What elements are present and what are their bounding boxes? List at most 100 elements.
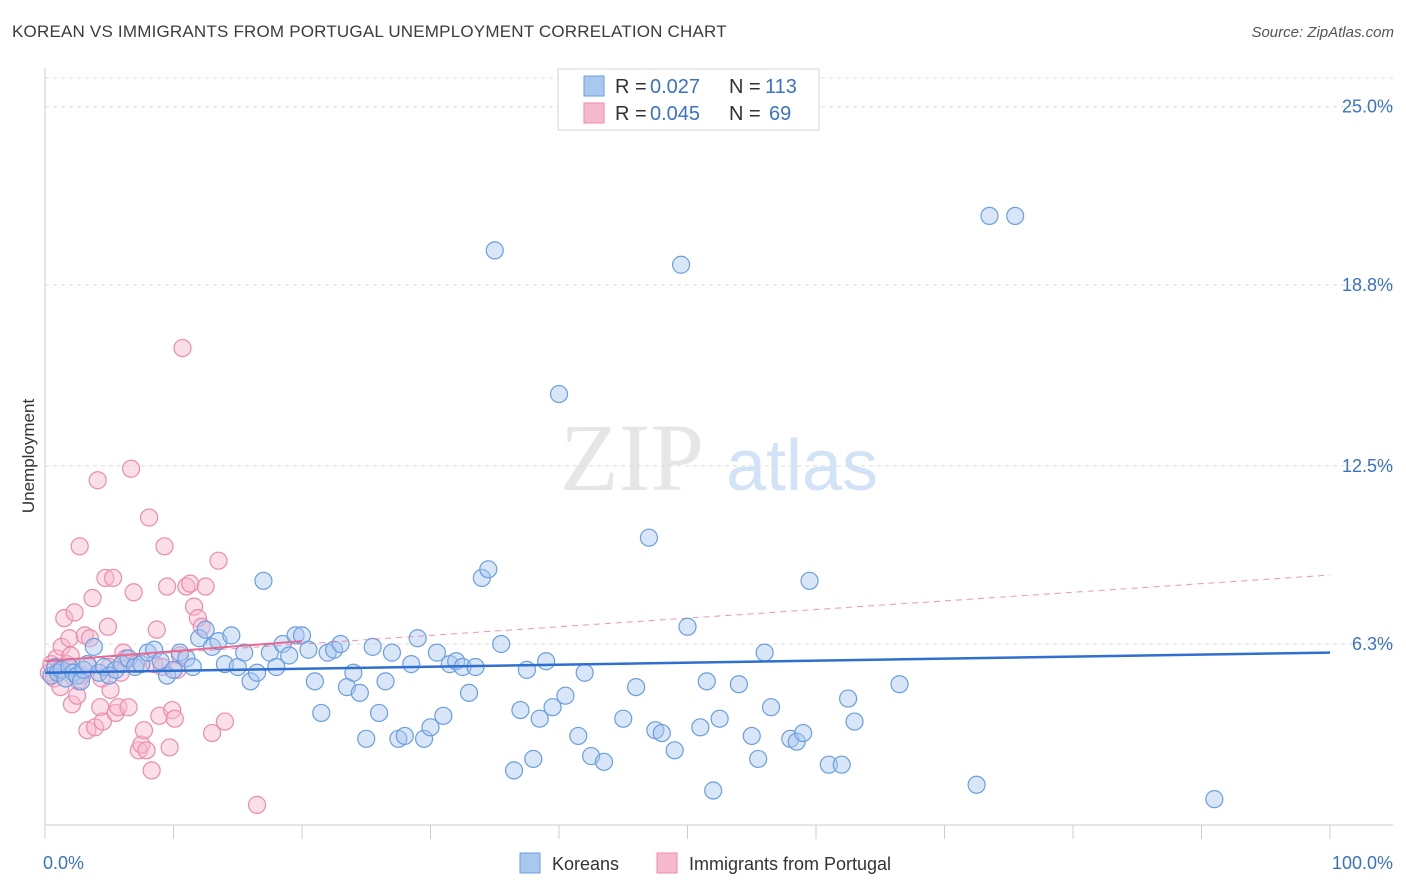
korean-point [729, 675, 749, 694]
legend-r-value-2: 0.045 [650, 103, 700, 125]
korean-point [832, 755, 851, 774]
source-label: Source: ZipAtlas.com [1251, 24, 1394, 41]
korean-point [350, 683, 369, 702]
korean-point [376, 672, 395, 691]
korean-point [408, 629, 427, 648]
korean-point [254, 571, 273, 590]
bottom-legend-swatch-portugal [656, 852, 678, 874]
portugal-point [124, 583, 143, 602]
portugal-point [202, 723, 222, 743]
korean-point [1205, 790, 1224, 809]
korean-point [761, 698, 781, 717]
korean-point [1006, 206, 1025, 226]
korean-point [556, 686, 575, 705]
portugal-point [104, 568, 123, 588]
portugal-point [96, 568, 115, 588]
korean-point [671, 255, 691, 274]
korean-point [459, 683, 479, 702]
portugal-point [155, 537, 174, 556]
legend-swatch-koreans [583, 75, 605, 97]
portugal-point [209, 551, 228, 570]
korean-point [504, 761, 524, 780]
korean-point [382, 643, 402, 662]
korean-point [434, 706, 453, 725]
korean-point [678, 617, 697, 636]
chart-title: KOREAN VS IMMIGRANTS FROM PORTUGAL UNEMP… [12, 22, 727, 41]
korean-point [839, 689, 858, 708]
korean-point [980, 206, 999, 226]
portugal-point [142, 761, 161, 780]
trend-lines [44, 574, 1331, 674]
portugal-point [65, 603, 84, 622]
korean-point [742, 726, 761, 746]
portugal-point [93, 712, 112, 731]
korean-point [749, 749, 768, 769]
legend-n-label-2: N = [729, 103, 761, 125]
korean-point [697, 672, 716, 691]
gridlines [45, 77, 1393, 645]
portugal-point [165, 709, 184, 728]
x-tick-label: 0.0% [43, 853, 84, 873]
korean-point [196, 620, 215, 639]
x-tick-label: 100.0% [1332, 853, 1393, 873]
korean-point [222, 626, 241, 645]
series-portugal-points [39, 338, 267, 814]
korean-point [652, 723, 671, 743]
portugal-point [88, 471, 107, 490]
korean-point [235, 643, 254, 662]
portugal-point [147, 620, 166, 639]
korean-point [479, 560, 498, 579]
bottom-legend-portugal: Immigrants from Portugal [689, 854, 891, 874]
korean-point [665, 741, 684, 760]
bottom-legend-koreans: Koreans [552, 854, 619, 874]
portugal-point [247, 795, 267, 814]
bottom-legend: Koreans Immigrants from Portugal [519, 852, 891, 874]
y-axis-title: Unemployment [19, 399, 38, 514]
korean-point [299, 640, 318, 659]
portugal-point [83, 588, 102, 608]
portugal-point [160, 738, 179, 757]
korean-point [402, 655, 421, 674]
korean-point [485, 241, 504, 260]
legend-r-label-1: R = [615, 76, 647, 98]
korean-point [890, 675, 909, 694]
korean-point [639, 528, 659, 547]
korean-point [280, 646, 299, 665]
korean-point [800, 571, 819, 590]
korean-point [363, 637, 382, 656]
portugal-point [139, 508, 159, 527]
legend-swatch-portugal [583, 102, 605, 124]
korean-point [549, 384, 569, 404]
portugal-point [157, 577, 177, 596]
korean-point [626, 677, 646, 697]
portugal-point [173, 338, 192, 358]
portugal-point [60, 629, 79, 648]
legend-r-label-2: R = [615, 103, 647, 125]
korean-point [524, 749, 543, 769]
korean-point [794, 723, 813, 743]
korean-point [530, 709, 549, 728]
korean-point [247, 663, 267, 682]
korean-point [710, 709, 729, 728]
trend-line-portugal [44, 640, 303, 663]
portugal-point [68, 686, 87, 705]
korean-point [84, 637, 103, 656]
korean-point [132, 655, 151, 674]
y-tick-label: 25.0% [1342, 97, 1393, 117]
y-tick-label: 6.3% [1352, 634, 1393, 654]
korean-point [967, 775, 986, 794]
korean-point [492, 634, 511, 654]
korean-point [594, 752, 614, 771]
korean-point [511, 700, 530, 720]
portugal-point [80, 629, 100, 648]
korean-point [543, 698, 562, 717]
korean-point [370, 703, 389, 723]
legend-n-value-2: 69 [769, 103, 791, 125]
bottom-legend-swatch-koreans [519, 852, 541, 874]
axes [44, 68, 1393, 839]
korean-point [755, 643, 774, 662]
korean-point [331, 634, 350, 654]
watermark-zip: ZIP [560, 404, 704, 511]
korean-point [575, 663, 594, 682]
